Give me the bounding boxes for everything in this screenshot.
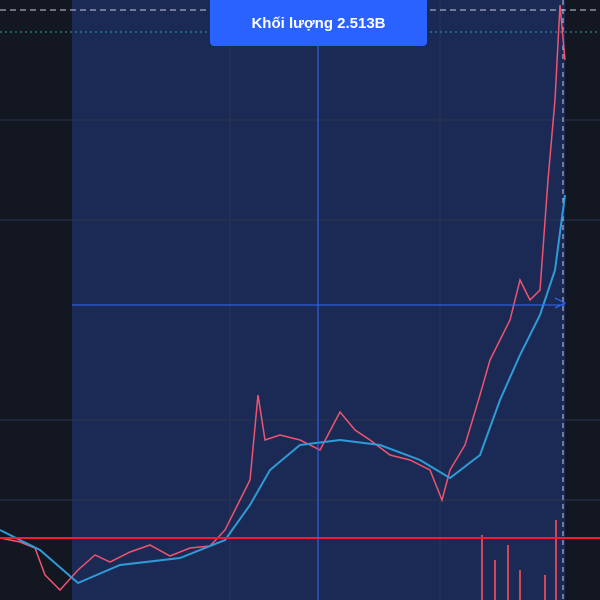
volume-bars — [481, 520, 557, 600]
price-candles — [0, 4, 566, 592]
moving-average — [0, 194, 566, 585]
volume-tooltip: Khối lượng 2.513B — [210, 0, 427, 46]
crosshair-arrow — [554, 297, 567, 309]
